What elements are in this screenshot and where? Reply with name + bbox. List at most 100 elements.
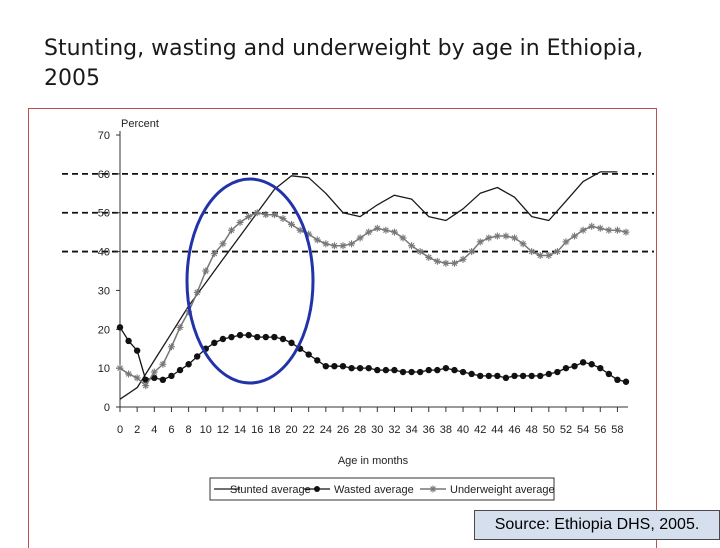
x-tick-label: 8 — [186, 424, 192, 436]
x-tick-label: 18 — [268, 424, 280, 436]
x-tick-label: 14 — [234, 424, 246, 436]
wasted-point — [331, 363, 338, 370]
underweight-point — [339, 242, 347, 250]
y-tick-label: 50 — [98, 208, 110, 220]
underweight-point — [253, 209, 261, 217]
wasted-point — [459, 368, 467, 376]
wasted-point — [133, 347, 141, 354]
wasted-point — [365, 364, 372, 372]
wasted-point — [451, 366, 458, 374]
wasted-point — [468, 370, 475, 378]
wasted-point — [605, 370, 613, 378]
wasted-point — [545, 370, 553, 378]
underweight-point — [519, 240, 527, 248]
highlight-ellipse — [185, 177, 315, 385]
underweight-point — [142, 382, 150, 390]
underweight-point — [313, 236, 321, 244]
underweight-point — [356, 234, 364, 242]
underweight-point — [416, 248, 424, 256]
wasted-point — [562, 364, 570, 372]
underweight-point — [468, 248, 476, 256]
underweight-point — [442, 259, 450, 267]
wasted-point — [485, 372, 492, 380]
wasted-point — [228, 333, 235, 341]
wasted-point — [236, 331, 244, 339]
wasted-point — [537, 372, 544, 380]
x-tick-label: 16 — [251, 424, 263, 436]
underweight-point — [270, 211, 278, 219]
underweight-point — [502, 232, 510, 240]
underweight-point — [202, 267, 210, 275]
underweight-point — [279, 215, 287, 223]
underweight-point — [450, 259, 458, 267]
wasted-point — [271, 333, 278, 341]
wasted-point — [391, 366, 398, 374]
wasted-point — [159, 376, 167, 383]
source-note: Source: Ethiopia DHS, 2005. — [474, 510, 720, 540]
underweight-point — [596, 224, 604, 232]
x-tick-label: 0 — [117, 424, 123, 436]
series-group — [116, 171, 630, 400]
underweight-point — [613, 226, 621, 234]
wasted-point — [614, 376, 621, 383]
wasted-point — [245, 331, 252, 339]
underweight-point — [433, 257, 441, 265]
underweight-point — [245, 213, 253, 221]
underweight-point — [399, 234, 407, 242]
underweight-point — [219, 240, 227, 248]
wasted-point — [288, 339, 295, 347]
underweight-point — [227, 226, 235, 234]
underweight-point — [562, 238, 570, 246]
x-tick-label: 6 — [168, 424, 174, 436]
wasted-point — [176, 366, 184, 374]
y-axis-label: Percent — [121, 118, 159, 130]
wasted-point — [434, 366, 441, 374]
wasted-point — [348, 364, 355, 372]
x-tick-label: 4 — [151, 424, 157, 436]
legend-label-wasted: Wasted average — [334, 484, 414, 496]
underweight-point — [288, 220, 296, 228]
underweight-point — [262, 211, 270, 219]
x-tick-label: 26 — [337, 424, 349, 436]
underweight-point — [459, 255, 467, 263]
wasted-point — [399, 368, 407, 376]
wasted-point — [125, 337, 132, 345]
x-tick-label: 50 — [543, 424, 555, 436]
underweight-point — [605, 226, 613, 234]
underweight-point — [476, 238, 484, 246]
x-tick-label: 32 — [388, 424, 400, 436]
x-tick-label: 10 — [200, 424, 212, 436]
underweight-point — [116, 364, 124, 372]
x-tick-label: 24 — [320, 424, 332, 436]
x-tick-label: 28 — [354, 424, 366, 436]
x-tick-label: 44 — [491, 424, 503, 436]
wasted-point — [279, 335, 287, 343]
underweight-point — [125, 370, 133, 378]
slide-title: Stunting, wasting and underweight by age… — [44, 36, 644, 91]
x-tick-label: 52 — [560, 424, 572, 436]
wasted-point — [254, 333, 261, 341]
y-tick-label: 60 — [98, 169, 110, 181]
wasted-point — [408, 368, 415, 376]
wasted-point — [374, 366, 381, 374]
y-tick-label: 0 — [104, 402, 110, 414]
wasted-point — [494, 372, 501, 380]
wasted-point — [442, 364, 450, 372]
x-tick-label: 56 — [594, 424, 606, 436]
wasted-point — [356, 364, 364, 372]
legend-marker-wasted — [314, 486, 320, 492]
x-tick-label: 54 — [577, 424, 589, 436]
underweight-point — [348, 240, 356, 248]
wasted-point — [142, 376, 149, 383]
underweight-point — [322, 240, 330, 248]
underweight-point — [236, 218, 244, 226]
wasted-point — [314, 357, 321, 364]
underweight-point — [167, 343, 175, 351]
underweight-point — [553, 248, 561, 256]
wasted-point — [588, 361, 595, 368]
underweight-point — [536, 251, 544, 259]
wasted-point — [425, 366, 432, 374]
wasted-point — [597, 364, 604, 372]
